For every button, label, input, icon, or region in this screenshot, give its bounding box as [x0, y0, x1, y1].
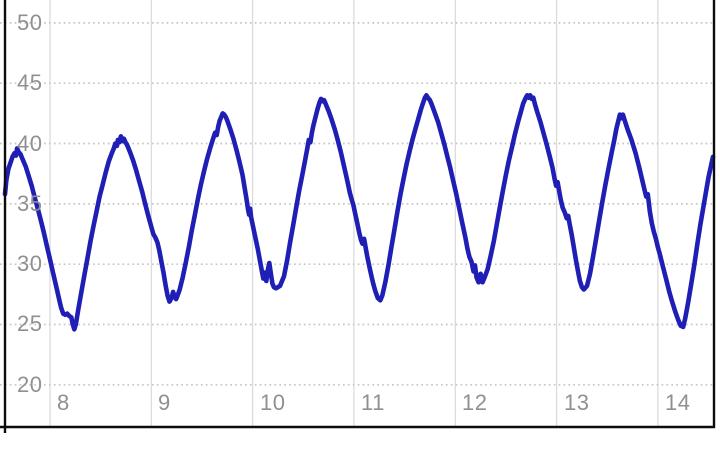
y-tick-label-40: 40	[17, 131, 43, 156]
y-tick-label-35: 35	[17, 191, 43, 216]
x-tick-label-11: 11	[361, 390, 385, 415]
y-tick-label-45: 45	[17, 70, 43, 95]
x-tick-label-12: 12	[462, 390, 488, 415]
x-tick-label-14: 14	[665, 390, 691, 415]
y-tick-label-50: 50	[17, 10, 43, 35]
x-tick-label-9: 9	[158, 390, 171, 415]
y-tick-label-20: 20	[17, 372, 43, 397]
x-tick-label-13: 13	[564, 390, 590, 415]
y-tick-label-30: 30	[17, 251, 43, 276]
x-tick-label-8: 8	[57, 390, 70, 415]
x-tick-label-10: 10	[260, 390, 286, 415]
y-tick-label-25: 25	[17, 311, 43, 336]
data-line	[2, 93, 716, 332]
